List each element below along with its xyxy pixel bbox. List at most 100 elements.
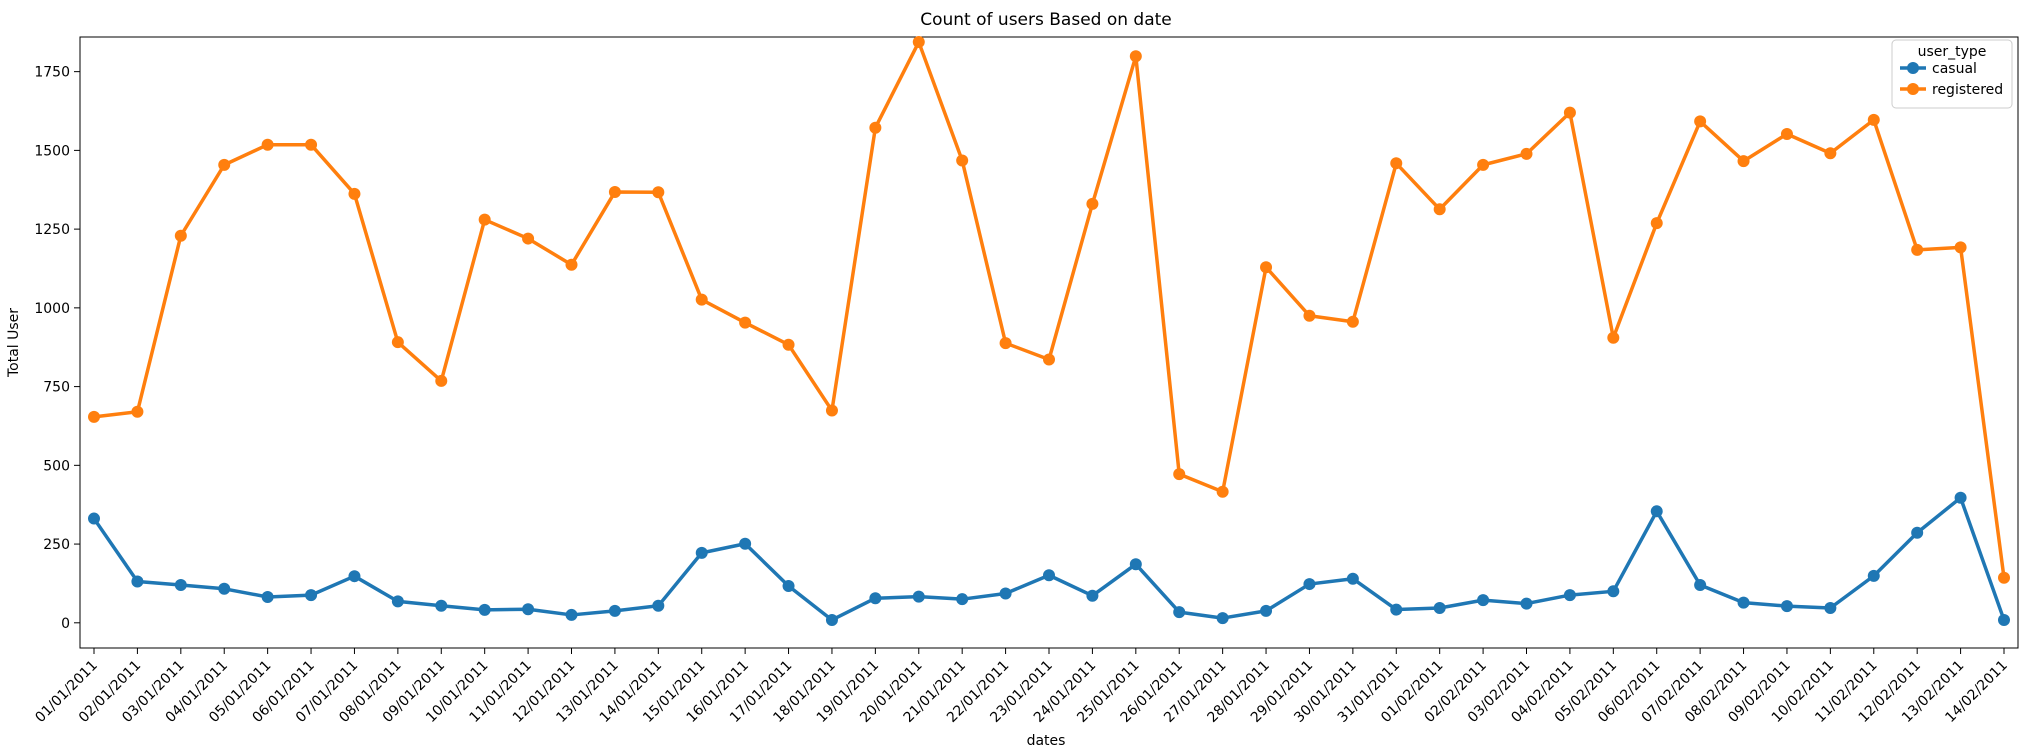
series-line-registered (93, 40, 2006, 578)
data-point-casual (1260, 604, 1273, 617)
data-point-registered (1043, 353, 1055, 366)
legend-item-registered: registered (1900, 82, 2003, 98)
data-point-casual (391, 595, 404, 608)
data-point-casual (522, 603, 535, 616)
data-point-registered (218, 158, 231, 171)
data-point-registered (956, 154, 969, 167)
data-point-casual (478, 603, 491, 616)
data-point-registered (782, 338, 795, 351)
data-point-casual (1390, 603, 1403, 616)
data-point-registered (1477, 158, 1490, 171)
data-point-registered (1780, 128, 1793, 141)
data-point-registered (1607, 331, 1620, 344)
data-point-casual (1911, 526, 1924, 539)
data-point-casual (1129, 558, 1142, 571)
chart-title: Count of users Based on date (920, 10, 1172, 30)
legend-box (1891, 39, 2013, 109)
data-point-registered (1737, 155, 1750, 168)
data-point-casual (1173, 606, 1186, 619)
data-point-registered (695, 293, 708, 306)
data-point-registered (1216, 485, 1229, 498)
data-point-registered (1086, 197, 1099, 210)
data-point-registered (348, 187, 361, 200)
y-axis: 0 250 500 750 1000 1250 1500 1750 (34, 65, 80, 632)
data-point-registered (88, 410, 100, 423)
data-point-registered (999, 337, 1012, 350)
data-point-casual (1563, 589, 1576, 602)
data-point-registered (825, 404, 838, 417)
data-point-casual (825, 613, 838, 626)
y-tick-label: 1250 (34, 222, 70, 238)
series-layer (88, 36, 2010, 626)
legend-label-casual: casual (1932, 61, 1977, 77)
data-point-registered (131, 405, 144, 418)
data-point-registered (1260, 261, 1273, 274)
data-point-registered (522, 232, 535, 245)
legend-label-registered: registered (1932, 82, 2003, 98)
series-casual (88, 491, 2010, 626)
data-point-registered (478, 213, 491, 226)
x-axis-label: dates (1027, 733, 1066, 749)
data-point-casual (565, 608, 578, 621)
series-registered (88, 36, 2010, 584)
data-point-casual (1607, 585, 1620, 598)
data-point-casual (695, 546, 708, 559)
data-point-casual (782, 579, 795, 592)
data-point-casual (739, 537, 752, 550)
data-point-registered (1694, 115, 1707, 128)
data-point-registered (1173, 468, 1186, 481)
data-point-registered (261, 138, 274, 151)
data-point-registered (652, 186, 665, 199)
x-axis: 01/01/201102/01/201103/01/201104/01/2011… (32, 648, 2011, 726)
data-point-registered (1563, 106, 1576, 119)
y-tick-label: 1000 (34, 301, 70, 317)
data-point-casual (1433, 602, 1446, 615)
y-tick-label: 500 (43, 458, 70, 474)
data-point-casual (261, 590, 274, 603)
legend-title: user_type (1918, 44, 1987, 60)
data-point-casual (1346, 572, 1359, 585)
data-point-casual (1086, 589, 1099, 602)
data-point-registered (174, 229, 187, 242)
data-point-casual (348, 570, 361, 583)
data-point-casual (608, 604, 621, 617)
data-point-casual (1650, 505, 1663, 518)
data-point-casual (912, 590, 925, 603)
y-tick-label: 0 (61, 616, 70, 632)
data-point-casual (1998, 613, 2010, 626)
data-point-registered (1390, 157, 1403, 170)
data-point-casual (1043, 569, 1055, 582)
data-point-registered (435, 374, 448, 387)
y-tick-label: 250 (43, 537, 70, 553)
data-point-registered (391, 336, 404, 349)
data-point-registered (739, 316, 752, 329)
data-point-registered (1346, 315, 1359, 328)
y-tick-label: 750 (43, 380, 70, 396)
data-point-registered (1520, 147, 1533, 160)
data-point-registered (869, 121, 882, 134)
data-point-registered (1911, 243, 1924, 256)
data-point-casual (1737, 596, 1750, 609)
y-tick-label: 1750 (34, 65, 70, 81)
data-point-casual (1824, 602, 1837, 615)
data-point-casual (999, 587, 1012, 600)
legend-item-casual: casual (1900, 61, 1977, 77)
data-point-registered (1824, 147, 1837, 160)
data-point-casual (1216, 612, 1229, 625)
data-point-casual (1520, 597, 1533, 610)
series-line-casual (92, 496, 2006, 622)
data-point-registered (1650, 217, 1663, 230)
y-axis-label: Total User (6, 308, 22, 378)
data-point-casual (88, 512, 100, 525)
data-point-registered (305, 138, 318, 151)
data-point-registered (1433, 203, 1446, 216)
data-point-registered (1129, 50, 1142, 63)
data-point-casual (435, 599, 448, 612)
data-point-casual (1954, 491, 1967, 504)
data-point-casual (305, 589, 318, 602)
data-point-casual (652, 599, 665, 612)
data-point-casual (1477, 594, 1490, 607)
data-point-registered (1867, 113, 1880, 126)
